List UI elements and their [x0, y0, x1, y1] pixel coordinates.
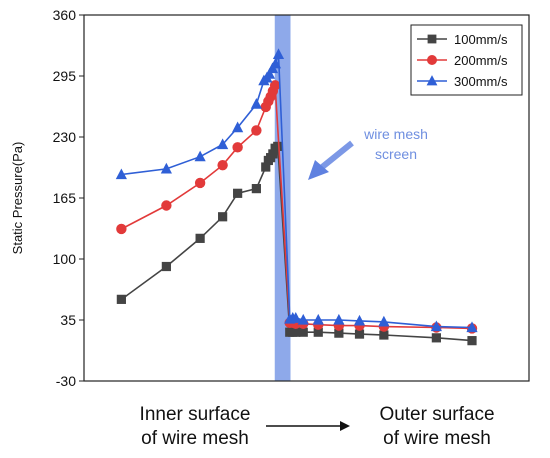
data-point-300mms — [290, 312, 302, 323]
data-point-100mms — [354, 329, 365, 339]
data-point-300mms — [312, 313, 324, 325]
data-point-300mms — [250, 98, 262, 109]
data-point-200mms — [269, 80, 281, 91]
data-point-100mms — [379, 330, 389, 340]
y-tick-label: -30 — [56, 373, 76, 389]
series-line-300mms — [121, 54, 473, 329]
inner-caption-line-2: of wire mesh — [141, 428, 249, 449]
data-point-300mms — [232, 121, 244, 133]
annotation-arrow-head — [308, 160, 329, 180]
data-point-100mms — [233, 188, 243, 198]
data-point-200mms — [217, 159, 228, 171]
data-point-300mms — [160, 162, 172, 174]
data-point-300mms — [430, 320, 442, 332]
legend-marker-200mms — [427, 55, 437, 65]
wire-mesh-annotation: wire mesh screen — [308, 126, 428, 180]
inner-caption-line-1: Inner surface — [139, 404, 251, 425]
data-point-100mms — [195, 233, 205, 243]
data-point-100mms — [467, 336, 477, 346]
data-point-300mms — [297, 313, 309, 325]
legend-label-200mms: 200mm/s — [454, 53, 508, 68]
data-point-200mms — [161, 200, 172, 211]
series-100mms — [116, 141, 477, 346]
data-point-100mms — [218, 212, 228, 222]
data-point-100mms — [273, 141, 283, 151]
data-point-100mms — [291, 327, 301, 337]
series-300mms — [115, 48, 478, 333]
outer-caption-line-1: Outer surface — [379, 404, 495, 425]
data-point-100mms — [334, 328, 344, 338]
y-tick-label: 165 — [53, 190, 77, 206]
data-point-300mms — [378, 315, 390, 327]
outer-surface-caption: Outer surface of wire mesh — [352, 403, 522, 451]
data-point-300mms — [466, 321, 478, 333]
data-point-300mms — [217, 138, 229, 150]
legend-marker-300mms — [426, 75, 438, 86]
data-point-100mms — [313, 327, 323, 337]
data-point-200mms — [194, 177, 206, 189]
outer-caption-line-2: of wire mesh — [383, 428, 491, 449]
y-tick-label: 230 — [53, 129, 77, 145]
legend-marker-100mms — [427, 34, 437, 44]
data-point-300mms — [269, 57, 282, 69]
y-tick-label: 360 — [53, 7, 77, 23]
data-point-100mms — [161, 261, 171, 272]
data-point-200mms — [232, 142, 243, 153]
y-tick-label: 100 — [53, 251, 77, 267]
legend: 100mm/s 200mm/s 300mm/s — [410, 24, 523, 96]
data-point-300mms — [194, 150, 206, 162]
data-point-300mms — [272, 48, 285, 60]
y-axis-label: Static Pressure(Pa) — [10, 142, 25, 255]
data-point-300mms — [115, 168, 127, 180]
y-tick-label: 35 — [60, 312, 76, 328]
annotation-line-2: screen — [375, 146, 417, 162]
data-point-100mms — [251, 184, 261, 194]
data-point-300mms — [333, 313, 345, 325]
y-tick-label: 295 — [53, 68, 77, 84]
annotation-arrow-shaft — [319, 140, 354, 171]
data-point-100mms — [431, 333, 441, 343]
data-point-100mms — [261, 162, 271, 172]
annotation-line-1: wire mesh — [363, 126, 428, 142]
data-point-200mms — [251, 125, 262, 136]
data-point-100mms — [116, 294, 126, 304]
legend-label-100mms: 100mm/s — [454, 32, 508, 47]
data-point-300mms — [353, 314, 366, 326]
inner-surface-caption: Inner surface of wire mesh — [110, 403, 280, 451]
data-point-100mms — [298, 327, 308, 337]
legend-label-300mms: 300mm/s — [454, 74, 508, 89]
data-point-300mms — [263, 68, 276, 79]
data-point-100mms — [268, 149, 278, 159]
data-point-200mms — [116, 223, 127, 235]
